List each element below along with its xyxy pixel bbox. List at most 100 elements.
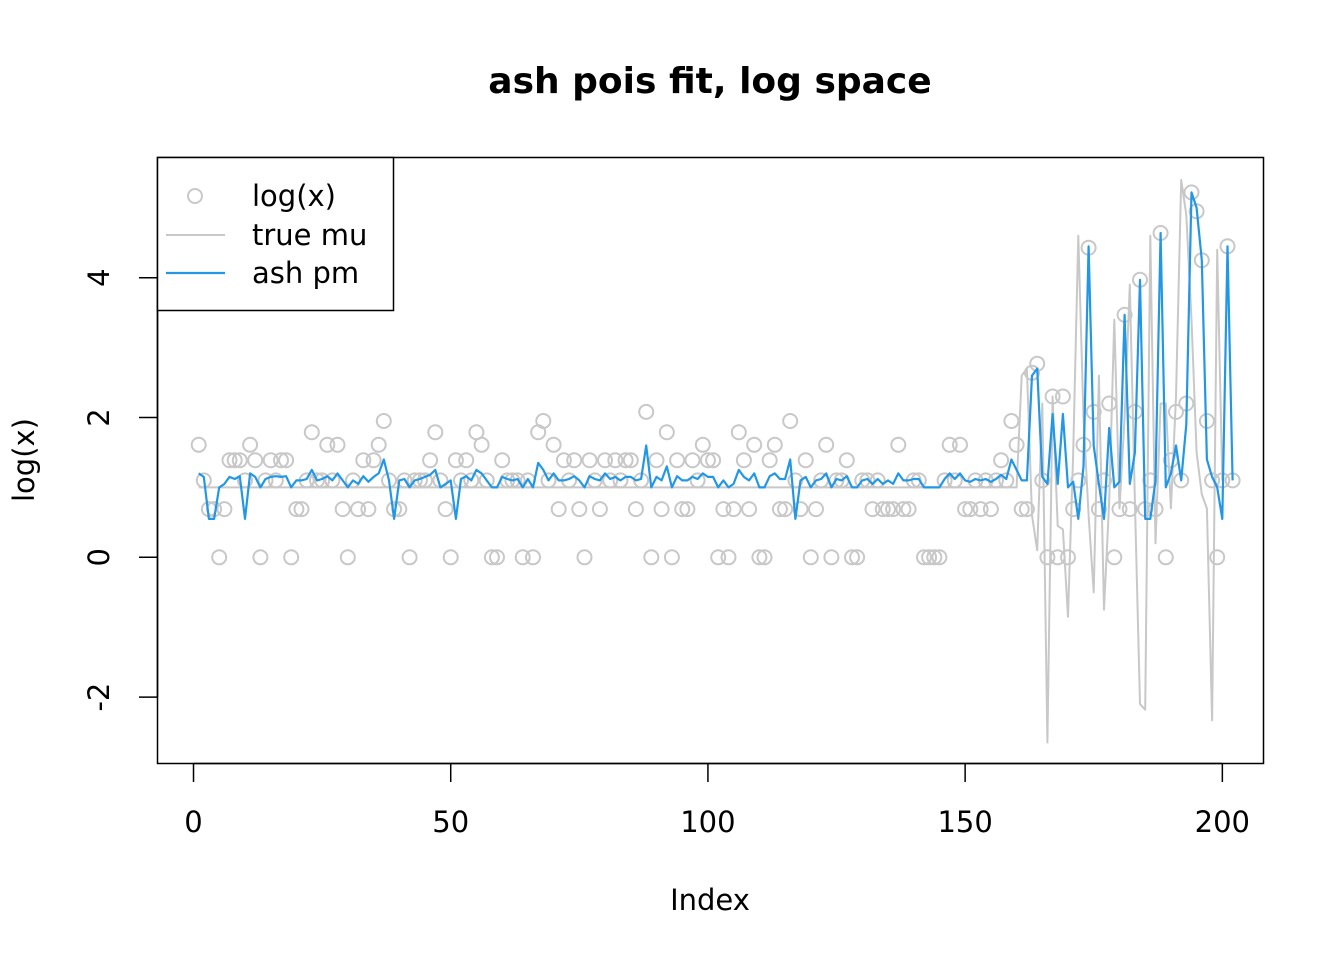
data-point <box>663 549 680 566</box>
y-axis: -2 0 2 4 <box>82 268 159 712</box>
data-point <box>288 501 305 518</box>
data-point <box>669 452 686 469</box>
data-point <box>735 452 752 469</box>
data-point <box>689 472 706 489</box>
y-tick-label: 0 <box>82 548 116 566</box>
data-point <box>962 501 979 518</box>
data-point <box>226 452 243 469</box>
data-point <box>478 472 495 489</box>
data-point <box>350 501 367 518</box>
data-point <box>1106 549 1123 566</box>
data-point <box>535 413 552 429</box>
data-point <box>823 549 840 566</box>
data-point <box>319 436 336 453</box>
data-point <box>355 452 372 469</box>
data-point <box>874 501 891 518</box>
data-point <box>422 452 439 469</box>
data-point <box>1054 388 1071 405</box>
data-point <box>555 452 572 469</box>
data-point <box>221 452 238 469</box>
data-point <box>252 549 269 566</box>
data-point <box>885 501 902 518</box>
data-point <box>1157 549 1174 566</box>
data-point <box>1121 501 1138 518</box>
series-line-ash-pm <box>198 191 1234 521</box>
data-point <box>463 472 480 489</box>
x-tick-label: 200 <box>1195 805 1250 839</box>
legend-label: ash pm <box>252 256 359 290</box>
data-point <box>946 472 963 489</box>
data-point <box>952 436 968 453</box>
legend-key-points <box>187 188 203 204</box>
data-point <box>705 452 722 469</box>
data-point <box>658 424 675 441</box>
data-point <box>746 436 763 453</box>
data-point <box>458 452 475 469</box>
data-point <box>514 549 531 566</box>
data-point <box>1013 501 1030 518</box>
data-point <box>447 452 464 469</box>
x-tick-label: 100 <box>680 805 735 839</box>
data-point <box>859 472 876 489</box>
data-point <box>761 452 778 469</box>
data-point <box>314 472 331 489</box>
data-point <box>406 472 423 489</box>
data-point <box>1209 549 1226 566</box>
y-tick-label: -2 <box>82 683 116 712</box>
data-point <box>339 549 356 566</box>
data-point <box>375 413 392 429</box>
data-point <box>653 501 670 518</box>
data-point <box>643 549 660 566</box>
data-point <box>844 549 860 566</box>
data-point <box>617 452 634 469</box>
data-point <box>571 501 588 518</box>
data-point <box>483 549 500 566</box>
data-point <box>972 501 989 518</box>
data-point <box>262 452 279 469</box>
data-point <box>1168 403 1184 420</box>
data-point <box>1003 413 1020 429</box>
data-point <box>278 452 295 469</box>
data-point <box>581 452 598 469</box>
y-axis-label: log(x) <box>7 418 41 502</box>
data-point <box>725 501 742 518</box>
x-tick-label: 0 <box>184 805 202 839</box>
data-point <box>1070 472 1087 489</box>
data-point <box>242 436 259 453</box>
data-point <box>442 549 459 566</box>
data-point <box>427 424 444 441</box>
data-point <box>370 436 387 453</box>
data-point <box>684 452 701 469</box>
data-point <box>576 549 593 566</box>
data-point <box>329 436 346 453</box>
data-point <box>890 436 907 453</box>
chart-title: ash pois fit, log space <box>488 61 931 102</box>
data-point <box>550 501 567 518</box>
data-point <box>273 452 289 469</box>
data-point <box>797 452 814 469</box>
data-point <box>864 501 881 518</box>
data-point <box>931 549 948 566</box>
x-axis: 0 50 100 150 200 <box>184 762 1250 839</box>
data-point <box>324 472 341 489</box>
data-point <box>921 549 938 566</box>
x-tick-label: 50 <box>432 805 469 839</box>
data-point <box>648 452 665 469</box>
legend-label: true mu <box>252 218 367 252</box>
data-point <box>957 501 974 518</box>
data-point <box>365 452 382 469</box>
data-point <box>607 452 624 469</box>
data-point <box>1060 549 1076 566</box>
data-point <box>216 501 233 518</box>
data-point <box>766 436 783 453</box>
data-point <box>257 472 274 489</box>
data-point <box>360 501 377 518</box>
data-point <box>694 436 711 453</box>
data-point <box>293 501 310 518</box>
data-point <box>602 472 619 489</box>
data-point <box>993 452 1010 469</box>
data-point <box>880 501 896 518</box>
data-point <box>303 424 320 441</box>
data-point <box>1049 549 1066 566</box>
